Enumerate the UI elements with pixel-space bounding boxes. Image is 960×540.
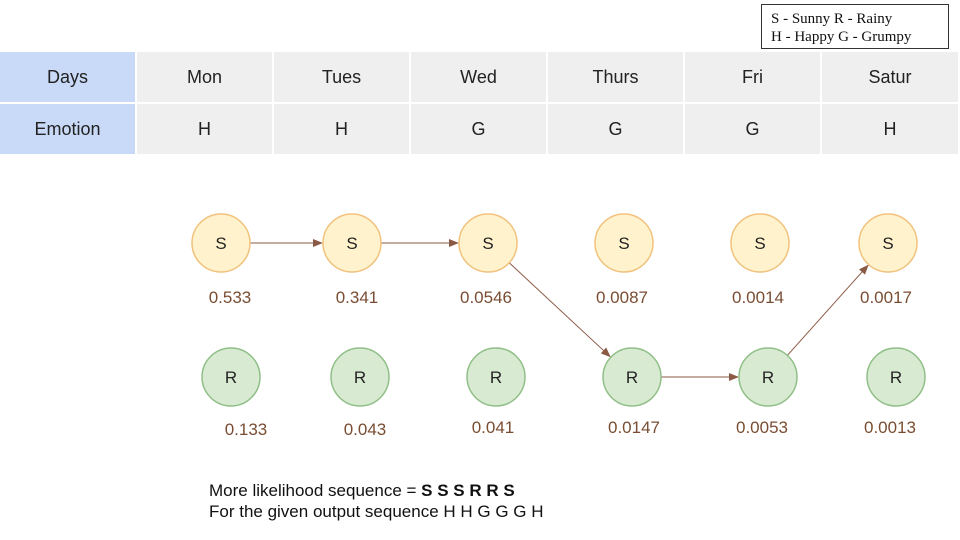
sunny-node-label: S xyxy=(346,234,357,253)
emotion-cell: G xyxy=(548,104,683,154)
rainy-probability: 0.133 xyxy=(225,420,268,439)
emotion-cell: H xyxy=(822,104,958,154)
result-text: More likelihood sequence = S S S R R S F… xyxy=(209,480,544,522)
emotion-cell: G xyxy=(685,104,820,154)
legend-line-weather: S - Sunny R - Rainy xyxy=(771,11,893,27)
transition-arrow xyxy=(508,262,611,358)
sunny-probability: 0.0087 xyxy=(596,288,648,307)
rainy-node xyxy=(738,347,798,407)
likelihood-sequence-line: More likelihood sequence = S S S R R S xyxy=(209,480,544,501)
day-cell: Satur xyxy=(822,52,958,102)
rainy-node-label: R xyxy=(225,368,237,387)
sunny-probability: 0.533 xyxy=(209,288,252,307)
transition-arrow xyxy=(786,264,869,356)
sunny-probability: 0.0014 xyxy=(732,288,784,307)
emotion-cell: G xyxy=(411,104,546,154)
sunny-node-label: S xyxy=(482,234,493,253)
rainy-node-label: R xyxy=(626,368,638,387)
sunny-node-label: S xyxy=(882,234,893,253)
likelihood-sequence-prefix: More likelihood sequence = xyxy=(209,481,422,500)
sunny-probability: 0.341 xyxy=(336,288,379,307)
sunny-node xyxy=(594,213,654,273)
day-cell: Fri xyxy=(685,52,820,102)
row-header-emotion: Emotion xyxy=(0,104,135,154)
emotion-cell: H xyxy=(137,104,272,154)
state-nodes: S 0.533 R 0.133 S 0.341 R 0.043 S 0.0546 R 0.041 S 0.… xyxy=(191,213,926,439)
rainy-probability: 0.0053 xyxy=(736,418,788,437)
likelihood-sequence-value: S S S R R S xyxy=(421,481,515,500)
rainy-node xyxy=(866,347,926,407)
rainy-node-label: R xyxy=(354,368,366,387)
rainy-probability: 0.0013 xyxy=(864,418,916,437)
rainy-node-label: R xyxy=(890,368,902,387)
rainy-node xyxy=(330,347,390,407)
sunny-node-label: S xyxy=(618,234,629,253)
sunny-node xyxy=(191,213,251,273)
legend-line-emotion: H - Happy G - Grumpy xyxy=(771,29,912,45)
sunny-node xyxy=(730,213,790,273)
rainy-probability: 0.043 xyxy=(344,420,387,439)
sunny-node xyxy=(322,213,382,273)
day-cell: Mon xyxy=(137,52,272,102)
observation-table: Days Mon Tues Wed Thurs Fri Satur Emotio… xyxy=(0,52,958,154)
day-cell: Tues xyxy=(274,52,409,102)
rainy-node xyxy=(466,347,526,407)
day-cell: Thurs xyxy=(548,52,683,102)
day-cell: Wed xyxy=(411,52,546,102)
legend-box: S - Sunny R - Rainy H - Happy G - Grumpy xyxy=(761,4,949,49)
rainy-node xyxy=(201,347,261,407)
sunny-node xyxy=(858,213,918,273)
rainy-node-label: R xyxy=(490,368,502,387)
sunny-probability: 0.0546 xyxy=(460,288,512,307)
row-header-days: Days xyxy=(0,52,135,102)
output-sequence-line: For the given output sequence H H G G G … xyxy=(209,502,544,521)
rainy-probability: 0.041 xyxy=(472,418,515,437)
transition-arrows xyxy=(250,239,869,381)
rainy-probability: 0.0147 xyxy=(608,418,660,437)
sunny-node xyxy=(458,213,518,273)
sunny-node-label: S xyxy=(754,234,765,253)
emotion-cell: H xyxy=(274,104,409,154)
rainy-node-label: R xyxy=(762,368,774,387)
sunny-probability: 0.0017 xyxy=(860,288,912,307)
sunny-node-label: S xyxy=(215,234,226,253)
rainy-node xyxy=(602,347,662,407)
